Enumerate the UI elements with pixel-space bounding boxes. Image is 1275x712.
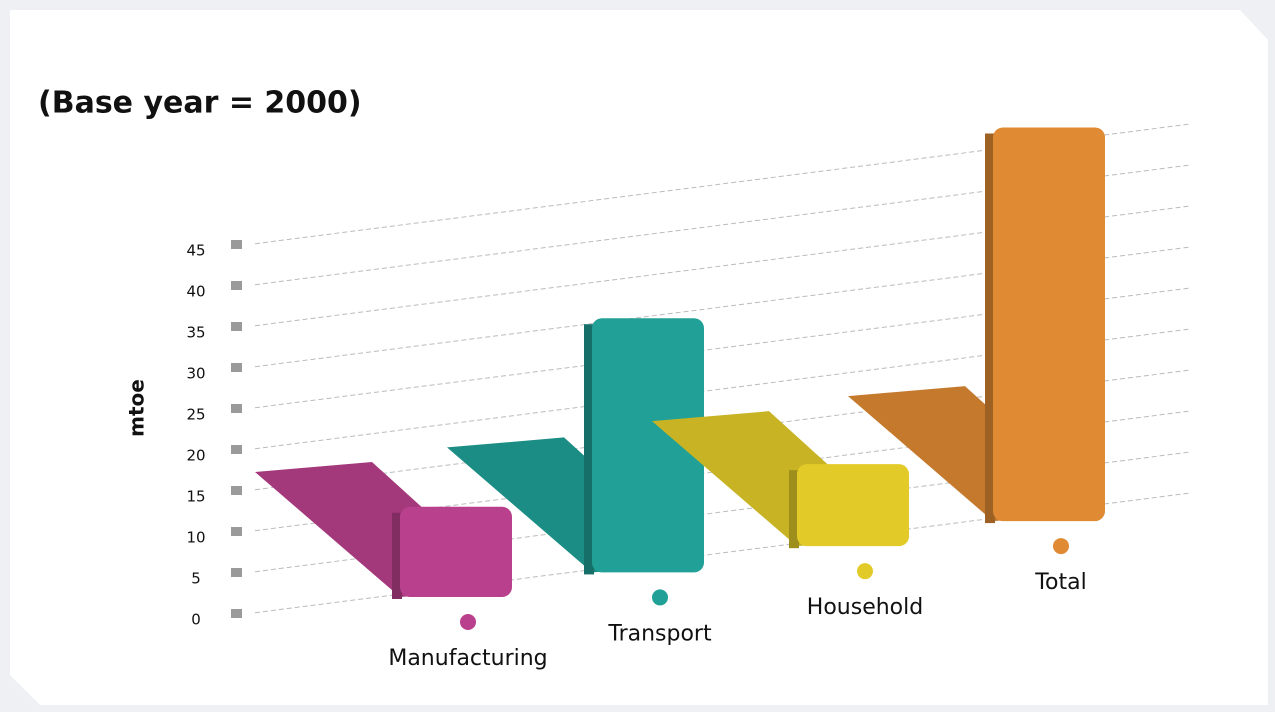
chart-title: (Base year = 2000)	[38, 86, 362, 121]
tick-marker	[231, 240, 242, 249]
legend-dot	[1053, 538, 1069, 555]
y-tick-label: 15	[186, 488, 205, 506]
y-tick-label: 30	[186, 365, 205, 383]
legend-dot	[857, 563, 873, 580]
y-tick-label: 0	[191, 611, 201, 629]
legend-dot	[652, 589, 668, 606]
bar	[797, 464, 909, 547]
y-tick-label: 35	[186, 324, 205, 342]
y-tick-label: 25	[186, 406, 205, 424]
x-tick-label: Manufacturing	[388, 646, 547, 671]
bar-side	[985, 133, 995, 524]
y-tick-label: 40	[186, 283, 205, 301]
bar	[993, 127, 1105, 522]
bar-side	[789, 470, 799, 549]
tick-marker	[231, 322, 242, 331]
tick-marker	[231, 527, 242, 536]
y-tick-label: 20	[186, 447, 205, 465]
y-tick-label: 45	[186, 242, 205, 260]
bar	[592, 318, 704, 573]
y-tick-label: 10	[186, 529, 205, 547]
tick-marker	[231, 281, 242, 290]
x-tick-label: Transport	[607, 621, 712, 646]
tick-marker	[231, 445, 242, 454]
legend-dot	[460, 613, 476, 630]
bar-side	[392, 512, 402, 599]
y-axis-label: mtoe	[125, 379, 149, 437]
x-tick-label: Household	[807, 595, 923, 620]
bar-side	[584, 324, 594, 575]
bar	[400, 506, 512, 597]
tick-marker	[231, 404, 242, 413]
tick-marker	[231, 363, 242, 372]
tick-marker	[231, 486, 242, 495]
tick-marker	[231, 609, 242, 618]
tick-marker	[231, 568, 242, 577]
x-tick-label: Total	[1034, 570, 1086, 595]
y-tick-label: 5	[191, 570, 201, 588]
